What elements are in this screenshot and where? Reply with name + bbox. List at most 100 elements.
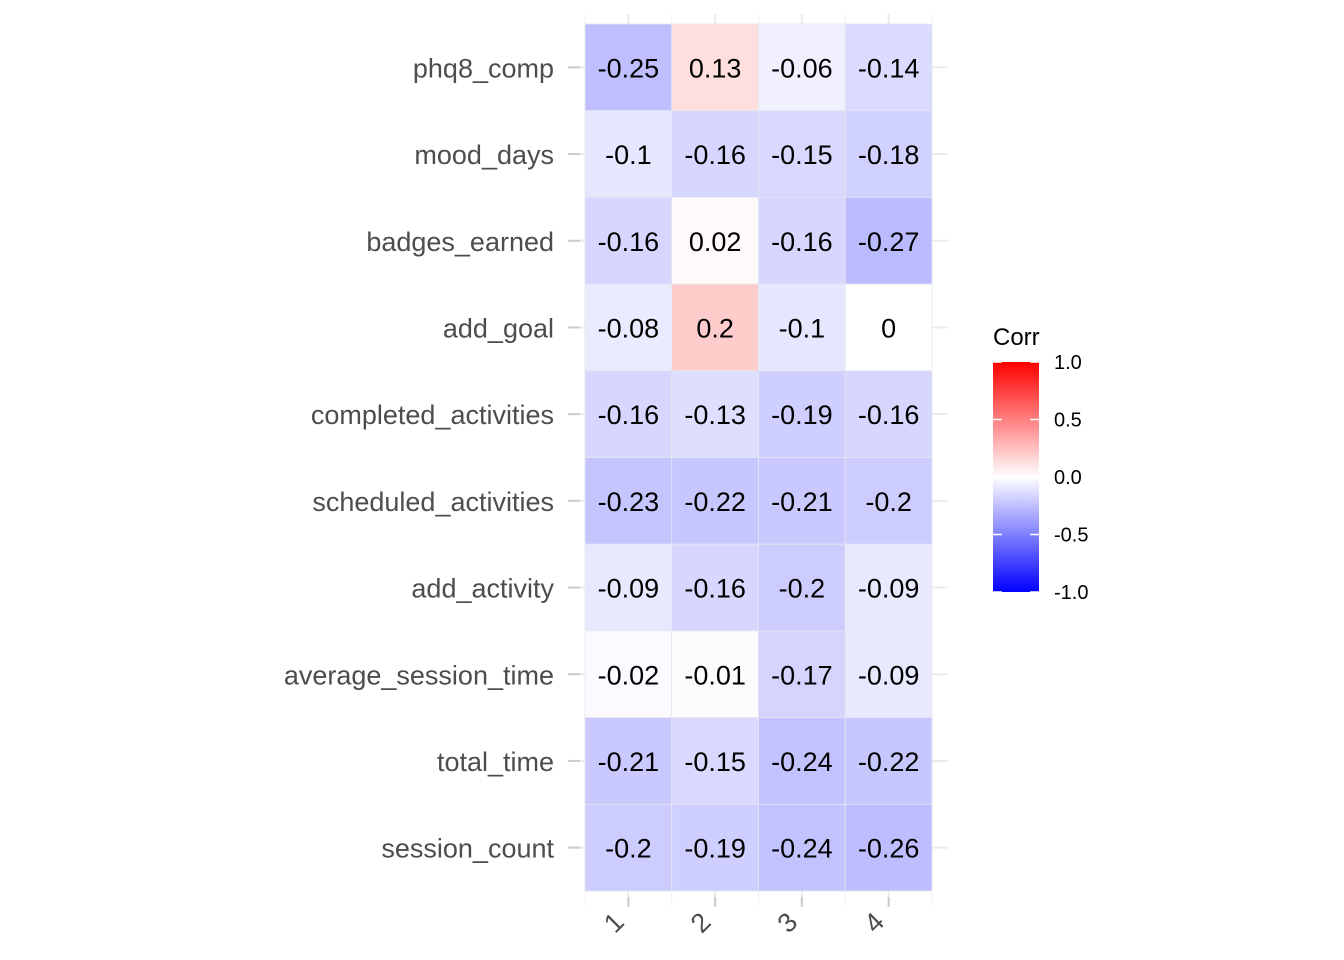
heatmap-cell <box>584 803 673 892</box>
legend-title: Corr <box>993 324 1040 351</box>
cell-value-label: -0.2 <box>779 574 826 604</box>
cell-value-label: -0.25 <box>598 53 660 83</box>
heatmap-cell <box>584 630 673 719</box>
cell-value-label: -0.21 <box>771 487 833 517</box>
cell-value-label: -0.24 <box>771 834 833 864</box>
cell-value-label: -0.15 <box>684 747 746 777</box>
heatmap-cell <box>671 803 759 892</box>
heatmap-cell <box>584 110 673 198</box>
heatmap-cell <box>844 283 933 372</box>
heatmap-cell <box>758 283 846 372</box>
cell-value-label: -0.16 <box>598 227 660 257</box>
cell-value-label: -0.2 <box>605 834 652 864</box>
y-axis-labels: phq8_comp mood_days badges_earned add_goalc… <box>284 53 580 864</box>
heatmap-cell <box>758 630 846 719</box>
cell-value-label: 0.02 <box>689 227 742 257</box>
cell-value-label: 0 <box>881 313 896 343</box>
heatmap-cell <box>758 457 846 545</box>
legend: Corr 1.0 0.5 0.0 -0.5 -1.0 <box>993 324 1088 604</box>
heatmap-cell <box>671 630 759 719</box>
cell-value-label: -0.17 <box>771 660 833 690</box>
cell-value-label: -0.13 <box>684 400 746 430</box>
cell-value-label: -0.26 <box>858 834 920 864</box>
heatmap-cell <box>758 803 846 892</box>
cell-value-label: -0.24 <box>771 747 833 777</box>
cell-value-label: -0.18 <box>858 140 920 170</box>
cell-value-label: -0.22 <box>858 747 920 777</box>
cell-value-label: -0.09 <box>598 574 660 604</box>
cell-value-label: -0.2 <box>865 487 912 517</box>
cell-value-label: -0.06 <box>771 53 833 83</box>
heatmap-cell <box>844 803 933 892</box>
heatmap-cell <box>671 283 759 372</box>
heatmap-cell <box>844 717 933 805</box>
heatmap-cell <box>584 370 673 458</box>
y-axis-label: add_goal <box>443 313 554 343</box>
heatmap-cell <box>584 457 673 545</box>
cell-value-label: -0.16 <box>684 140 746 170</box>
cell-value-label: -0.16 <box>858 400 920 430</box>
cell-value-label: -0.09 <box>858 574 920 604</box>
heatmap-cells: -0.25 0.13 -0.06 -0.14 -0.1 -0.16 -0.15 -0.18 -0… <box>584 23 933 892</box>
cell-value-label: -0.1 <box>605 140 652 170</box>
heatmap-cell <box>584 23 673 112</box>
cell-value-label: -0.19 <box>771 400 833 430</box>
y-axis-label: scheduled_activities <box>312 487 554 517</box>
legend-tick-label: 1.0 <box>1054 352 1082 374</box>
heatmap-cell <box>758 196 846 285</box>
cell-value-label: -0.02 <box>598 660 660 690</box>
x-axis-label: 4 <box>858 907 890 939</box>
y-axis-label: total_time <box>437 747 554 777</box>
legend-tick-label: -0.5 <box>1054 525 1088 547</box>
cell-value-label: -0.23 <box>598 487 660 517</box>
heatmap-cell <box>584 717 673 805</box>
heatmap-cell <box>758 717 846 805</box>
cell-value-label: -0.01 <box>684 660 746 690</box>
cell-value-label: -0.21 <box>598 747 660 777</box>
x-axis-label: 2 <box>685 907 717 939</box>
y-axis-label: session_count <box>381 834 554 864</box>
heatmap-cell <box>584 196 673 285</box>
heatmap-cell <box>844 457 933 545</box>
y-axis-label: average_session_time <box>284 660 554 690</box>
cell-value-label: -0.27 <box>858 227 920 257</box>
x-axis-label: 3 <box>772 907 804 939</box>
cell-value-label: -0.16 <box>771 227 833 257</box>
legend-tick-label: -1.0 <box>1054 582 1088 604</box>
cell-value-label: -0.1 <box>779 313 826 343</box>
heatmap-cell <box>844 630 933 719</box>
cell-value-label: -0.08 <box>598 313 660 343</box>
heatmap-cell <box>844 196 933 285</box>
legend-tick-label: 0.0 <box>1054 467 1082 489</box>
heatmap-cell <box>758 23 846 112</box>
cell-value-label: -0.16 <box>684 574 746 604</box>
y-axis-label: badges_earned <box>366 227 554 257</box>
cell-value-label: -0.14 <box>858 53 920 83</box>
cell-value-label: 0.13 <box>689 53 742 83</box>
cell-value-label: 0.2 <box>696 313 734 343</box>
cell-value-label: -0.19 <box>684 834 746 864</box>
heatmap-cell <box>671 370 759 458</box>
cell-value-label: -0.15 <box>771 140 833 170</box>
x-axis-labels: 1 2 3 4 <box>598 897 890 939</box>
heatmap-cell <box>671 196 759 285</box>
x-axis-label: 1 <box>598 907 630 939</box>
cell-value-label: -0.22 <box>684 487 746 517</box>
y-axis-label: mood_days <box>414 140 554 170</box>
heatmap-cell <box>671 23 759 112</box>
heatmap-cell <box>844 23 933 112</box>
heatmap-cell <box>844 543 933 632</box>
heatmap-cell <box>671 717 759 805</box>
legend-tick-label: 0.5 <box>1054 410 1082 432</box>
heatmap-cell <box>584 543 673 632</box>
cell-value-label: -0.09 <box>858 660 920 690</box>
heatmap-cell <box>844 370 933 458</box>
heatmap-cell <box>671 457 759 545</box>
heatmap-cell <box>844 110 933 198</box>
heatmap-cell <box>758 543 846 632</box>
y-axis-label: phq8_comp <box>413 53 554 83</box>
y-axis-label: add_activity <box>411 574 554 604</box>
cell-value-label: -0.16 <box>598 400 660 430</box>
